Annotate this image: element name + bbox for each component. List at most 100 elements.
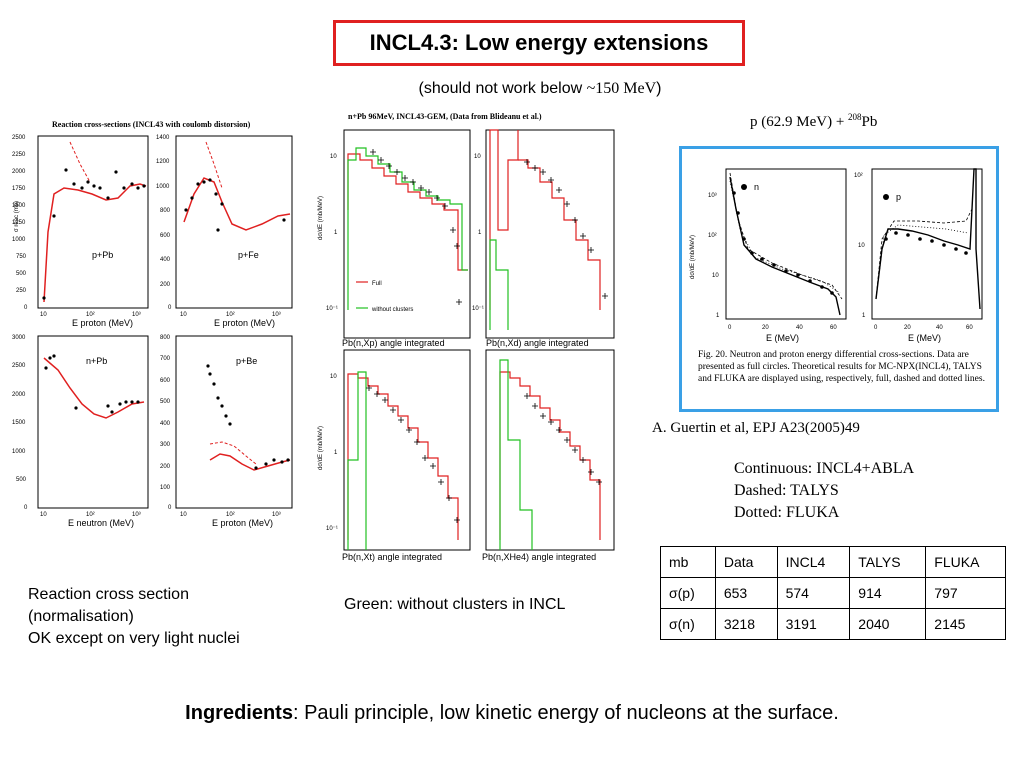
panel-p-fe: p+Fe E proton (MeV) 1400 1200 1000 800 6… <box>156 135 293 328</box>
panel-xt-label: Pb(n,Xt) angle integrated <box>342 552 442 562</box>
panel-a-xlabel: E proton (MeV) <box>72 318 133 328</box>
table-cell: 3218 <box>714 608 778 640</box>
panel-b-label: p+Fe <box>238 250 259 260</box>
table-header: INCL4 <box>776 546 851 578</box>
ytick: 400 <box>160 421 171 427</box>
ytick: 10³ <box>708 193 717 199</box>
ytick: 3000 <box>12 335 26 341</box>
table-cell: 2145 <box>925 608 1006 640</box>
ytick: 2500 <box>12 135 26 141</box>
ytick: 1000 <box>156 184 170 190</box>
ytick: 1500 <box>12 203 26 209</box>
table-cell: 797 <box>925 577 1006 609</box>
ytick: 0 <box>168 305 172 311</box>
panel-d-label: p+Be <box>236 356 257 366</box>
table-header-row: mb Data INCL4 TALYS FLUKA <box>660 546 1006 578</box>
table-cell: 574 <box>776 577 851 609</box>
ytick: 10⁻¹ <box>472 306 484 312</box>
ytick: 2500 <box>12 363 26 369</box>
panel-c-label: n+Pb <box>86 356 107 366</box>
ytick: 1250 <box>12 220 26 226</box>
ytick: 0 <box>24 505 28 511</box>
ytick: 10 <box>858 243 865 249</box>
middle-figure-plots: Full without clusters 10 1 10⁻¹ dσ/dE (m… <box>318 129 615 562</box>
xtick: 0 <box>728 325 732 331</box>
ytick: 1 <box>334 450 338 456</box>
right-figure-plots: n 10³ 10² 10 1 0 20 40 60 E (MeV) dσ/dE … <box>690 168 983 343</box>
ytick: 2000 <box>12 169 26 175</box>
xtick: 10³ <box>132 312 141 318</box>
panel-a-label: p+Pb <box>92 250 113 260</box>
ingredients-text: : Pauli principle, low kinetic energy of… <box>292 702 839 724</box>
xtick: 10 <box>40 312 47 318</box>
xtick: 40 <box>796 325 803 331</box>
ytick: 10⁻¹ <box>326 526 338 532</box>
xtick: 10³ <box>272 512 281 518</box>
ytick: 500 <box>16 271 27 277</box>
xtick: 20 <box>904 325 911 331</box>
panel-neutron: n 10³ 10² 10 1 0 20 40 60 E (MeV) dσ/dE … <box>690 168 847 343</box>
panel-xp-label: Pb(n,Xp) angle integrated <box>342 338 445 348</box>
middle-figure-caption: Green: without clusters in INCL <box>344 596 566 613</box>
ytick: 2000 <box>12 392 26 398</box>
ytick: 800 <box>160 335 171 341</box>
subtitle-post: ) <box>656 80 662 97</box>
middle-figure-title: n+Pb 96MeV, INCL43-GEM, (Data from Blide… <box>348 112 542 121</box>
subtitle-value: ~150 MeV <box>586 80 657 97</box>
ytick: 700 <box>160 356 171 362</box>
right-ylabel: dσ/dE (mb/MeV) <box>690 235 696 279</box>
panel-xd-label: Pb(n,Xd) angle integrated <box>486 338 589 348</box>
middle-ylabel: dσ/dE (mb/MeV) <box>318 426 324 470</box>
ytick: 0 <box>168 505 172 511</box>
legend-line: Dotted: FLUKA <box>734 504 840 521</box>
table-header: FLUKA <box>925 546 1006 578</box>
slide-title-text: INCL4.3: Low energy extensions <box>369 30 709 55</box>
ytick: 10² <box>708 233 717 239</box>
panel-n-pb: n+Pb E neutron (MeV) 3000 2500 2000 1500… <box>12 335 149 528</box>
panel-n-label: n <box>754 182 759 192</box>
ytick: 1000 <box>12 237 26 243</box>
ytick: 200 <box>160 464 171 470</box>
ytick: 1200 <box>156 159 170 165</box>
panel-b-xlabel: E proton (MeV) <box>214 318 275 328</box>
ytick: 1 <box>334 230 338 236</box>
panel-xd: 10 1 10⁻¹ Pb(n,Xd) angle integrated <box>472 129 615 348</box>
subtitle-pre: (should not work below <box>418 80 587 97</box>
xtick: 10² <box>226 312 235 318</box>
ytick: 10⁻¹ <box>326 306 338 312</box>
left-figure-caption: Reaction cross section (normalisation) O… <box>28 584 318 650</box>
xtick: 10 <box>180 312 187 318</box>
panel-c-xlabel: E neutron (MeV) <box>68 518 134 528</box>
panel-xhe4: Pb(n,XHe4) angle integrated <box>482 349 615 562</box>
ytick: 100 <box>160 485 171 491</box>
ytick: 600 <box>160 233 171 239</box>
table-row: σ(p) 653 574 914 797 <box>660 577 1006 609</box>
right-title-post: Pb <box>861 114 878 130</box>
ytick: 10 <box>330 374 337 380</box>
panel-p-be: p+Be E proton (MeV) 800 700 600 500 400 … <box>160 335 293 528</box>
xtick: 0 <box>874 325 878 331</box>
xtick: 10³ <box>272 312 281 318</box>
ytick: 200 <box>160 282 171 288</box>
table-header: TALYS <box>849 546 927 578</box>
table-header: mb <box>660 546 716 578</box>
panel-p-label: p <box>896 192 901 202</box>
ytick: 300 <box>160 442 171 448</box>
slide-title: INCL4.3: Low energy extensions <box>333 20 745 66</box>
ytick: 10 <box>712 273 719 279</box>
legend-line: Continuous: INCL4+ABLA <box>734 460 915 477</box>
ytick: 1000 <box>12 449 26 455</box>
ytick: 1500 <box>12 420 26 426</box>
right-title-pre: p (62.9 MeV) + <box>750 114 849 130</box>
xtick: 10² <box>86 512 95 518</box>
xtick: 10³ <box>132 512 141 518</box>
legend-full-label: Full <box>372 281 382 287</box>
xtick: 10 <box>180 512 187 518</box>
ingredients-line: Ingredients: Pauli principle, low kineti… <box>0 702 1024 725</box>
comparison-table: mb Data INCL4 TALYS FLUKA σ(p) 653 574 9… <box>660 546 1006 640</box>
panel-proton: p 10² 10 1 0 20 40 60 E (MeV) <box>854 168 983 343</box>
panel-xp: Full without clusters 10 1 10⁻¹ dσ/dE (m… <box>318 129 471 348</box>
xtick: 40 <box>936 325 943 331</box>
table-row: σ(n) 3218 3191 2040 2145 <box>660 608 1006 640</box>
legend-noclusters-label: without clusters <box>371 307 413 313</box>
